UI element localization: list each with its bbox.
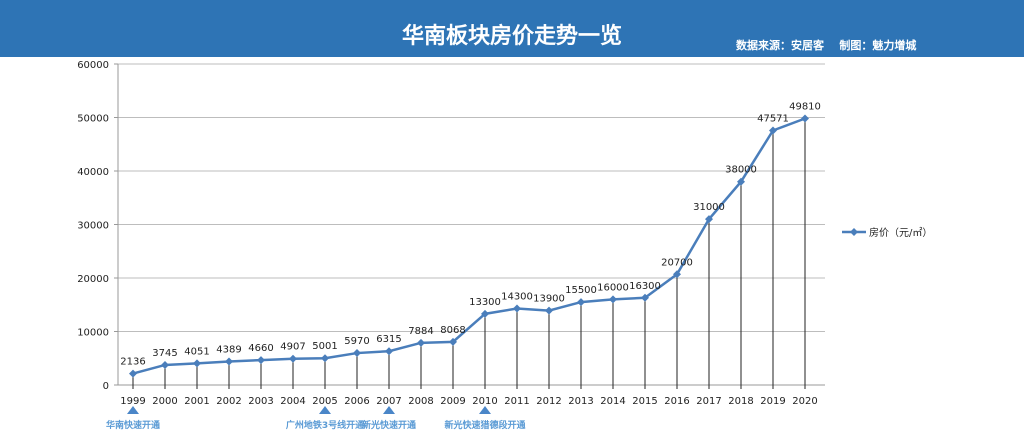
milestone-label: 新光快速猎德段开通 bbox=[444, 419, 525, 431]
x-tick-label: 2005 bbox=[312, 396, 337, 407]
data-label: 16300 bbox=[629, 281, 661, 292]
data-point bbox=[737, 177, 745, 186]
x-tick-label: 2017 bbox=[696, 396, 721, 407]
x-tick-label: 2008 bbox=[408, 396, 433, 407]
y-tick-label: 50000 bbox=[77, 114, 109, 125]
series-line bbox=[132, 117, 806, 375]
data-point bbox=[641, 293, 649, 302]
data-label: 14300 bbox=[501, 291, 533, 302]
data-label: 4051 bbox=[184, 346, 209, 357]
y-tick-label: 40000 bbox=[77, 167, 109, 178]
data-point bbox=[801, 114, 809, 123]
data-label: 4660 bbox=[248, 343, 273, 354]
x-tick-label: 2001 bbox=[184, 396, 209, 407]
milestone-label: 新光快速开通 bbox=[362, 419, 416, 431]
data-label: 13900 bbox=[533, 294, 565, 305]
data-point bbox=[577, 298, 585, 307]
data-label: 2136 bbox=[120, 357, 145, 368]
data-label: 7884 bbox=[408, 326, 433, 337]
data-point bbox=[673, 270, 681, 279]
data-point bbox=[609, 295, 617, 304]
data-point bbox=[705, 215, 713, 224]
x-tick-label: 2009 bbox=[440, 396, 465, 407]
legend-marker bbox=[850, 228, 858, 236]
data-point bbox=[321, 354, 329, 363]
data-point bbox=[417, 338, 425, 347]
data-label: 31000 bbox=[693, 202, 725, 213]
data-point bbox=[481, 309, 489, 318]
milestone-label: 华南快速开通 bbox=[106, 419, 160, 431]
data-label: 5970 bbox=[344, 336, 369, 347]
y-tick-label: 20000 bbox=[77, 274, 109, 285]
data-label: 47571 bbox=[757, 113, 789, 124]
data-label: 38000 bbox=[725, 165, 757, 176]
data-point bbox=[449, 337, 457, 346]
y-tick-label: 60000 bbox=[77, 60, 109, 71]
data-label: 6315 bbox=[376, 334, 401, 345]
x-tick-label: 2007 bbox=[376, 396, 401, 407]
data-label: 4389 bbox=[216, 345, 241, 356]
y-tick-label: 10000 bbox=[77, 328, 109, 339]
x-tick-label: 1999 bbox=[120, 396, 145, 407]
milestone-marker-icon bbox=[383, 406, 395, 414]
data-point bbox=[257, 356, 265, 365]
x-tick-label: 2012 bbox=[536, 396, 561, 407]
chart-author: 制图：魅力增城 bbox=[839, 39, 917, 52]
x-tick-label: 2002 bbox=[216, 396, 241, 407]
y-tick-label: 30000 bbox=[77, 221, 109, 232]
page-title: 华南板块房价走势一览 bbox=[401, 24, 622, 49]
data-point bbox=[385, 347, 393, 356]
credits: 数据来源：安居客 制图：魅力增城 bbox=[736, 37, 916, 53]
x-tick-label: 2014 bbox=[600, 396, 625, 407]
data-label: 4907 bbox=[280, 342, 305, 353]
data-point bbox=[161, 360, 169, 369]
data-label: 13300 bbox=[469, 297, 501, 308]
x-tick-label: 2019 bbox=[760, 396, 785, 407]
data-point bbox=[513, 304, 521, 313]
legend-label: 房价（元/㎡） bbox=[869, 226, 932, 239]
x-tick-label: 2016 bbox=[664, 396, 689, 407]
x-tick-label: 2018 bbox=[728, 396, 753, 407]
x-tick-label: 2015 bbox=[632, 396, 657, 407]
data-label: 5001 bbox=[312, 341, 337, 352]
x-tick-label: 2013 bbox=[568, 396, 593, 407]
milestone-marker-icon bbox=[319, 406, 331, 414]
milestone-marker-icon bbox=[127, 406, 139, 414]
data-label: 3745 bbox=[152, 348, 177, 359]
x-tick-label: 2006 bbox=[344, 396, 369, 407]
x-tick-label: 2000 bbox=[152, 396, 177, 407]
header-banner: 华南板块房价走势一览 数据来源：安居客 制图：魅力增城 bbox=[0, 0, 1024, 57]
data-point bbox=[545, 306, 553, 315]
milestone-marker-icon bbox=[479, 406, 491, 414]
data-point bbox=[225, 357, 233, 366]
x-tick-label: 2004 bbox=[280, 396, 305, 407]
data-point bbox=[769, 126, 777, 135]
data-label: 20700 bbox=[661, 257, 693, 268]
data-point bbox=[129, 369, 137, 378]
data-point bbox=[289, 354, 297, 363]
x-tick-label: 2003 bbox=[248, 396, 273, 407]
x-tick-label: 2010 bbox=[472, 396, 497, 407]
x-tick-label: 2020 bbox=[792, 396, 817, 407]
data-label: 8068 bbox=[440, 325, 465, 336]
data-label: 15500 bbox=[565, 285, 597, 296]
y-tick-label: 0 bbox=[103, 381, 109, 392]
milestone-label: 广州地铁3号线开通 bbox=[286, 419, 364, 431]
data-point bbox=[193, 359, 201, 368]
data-label: 49810 bbox=[789, 102, 821, 113]
x-tick-label: 2011 bbox=[504, 396, 529, 407]
data-point bbox=[353, 349, 361, 358]
data-source: 数据来源：安居客 bbox=[736, 39, 824, 52]
data-label: 16000 bbox=[597, 282, 629, 293]
